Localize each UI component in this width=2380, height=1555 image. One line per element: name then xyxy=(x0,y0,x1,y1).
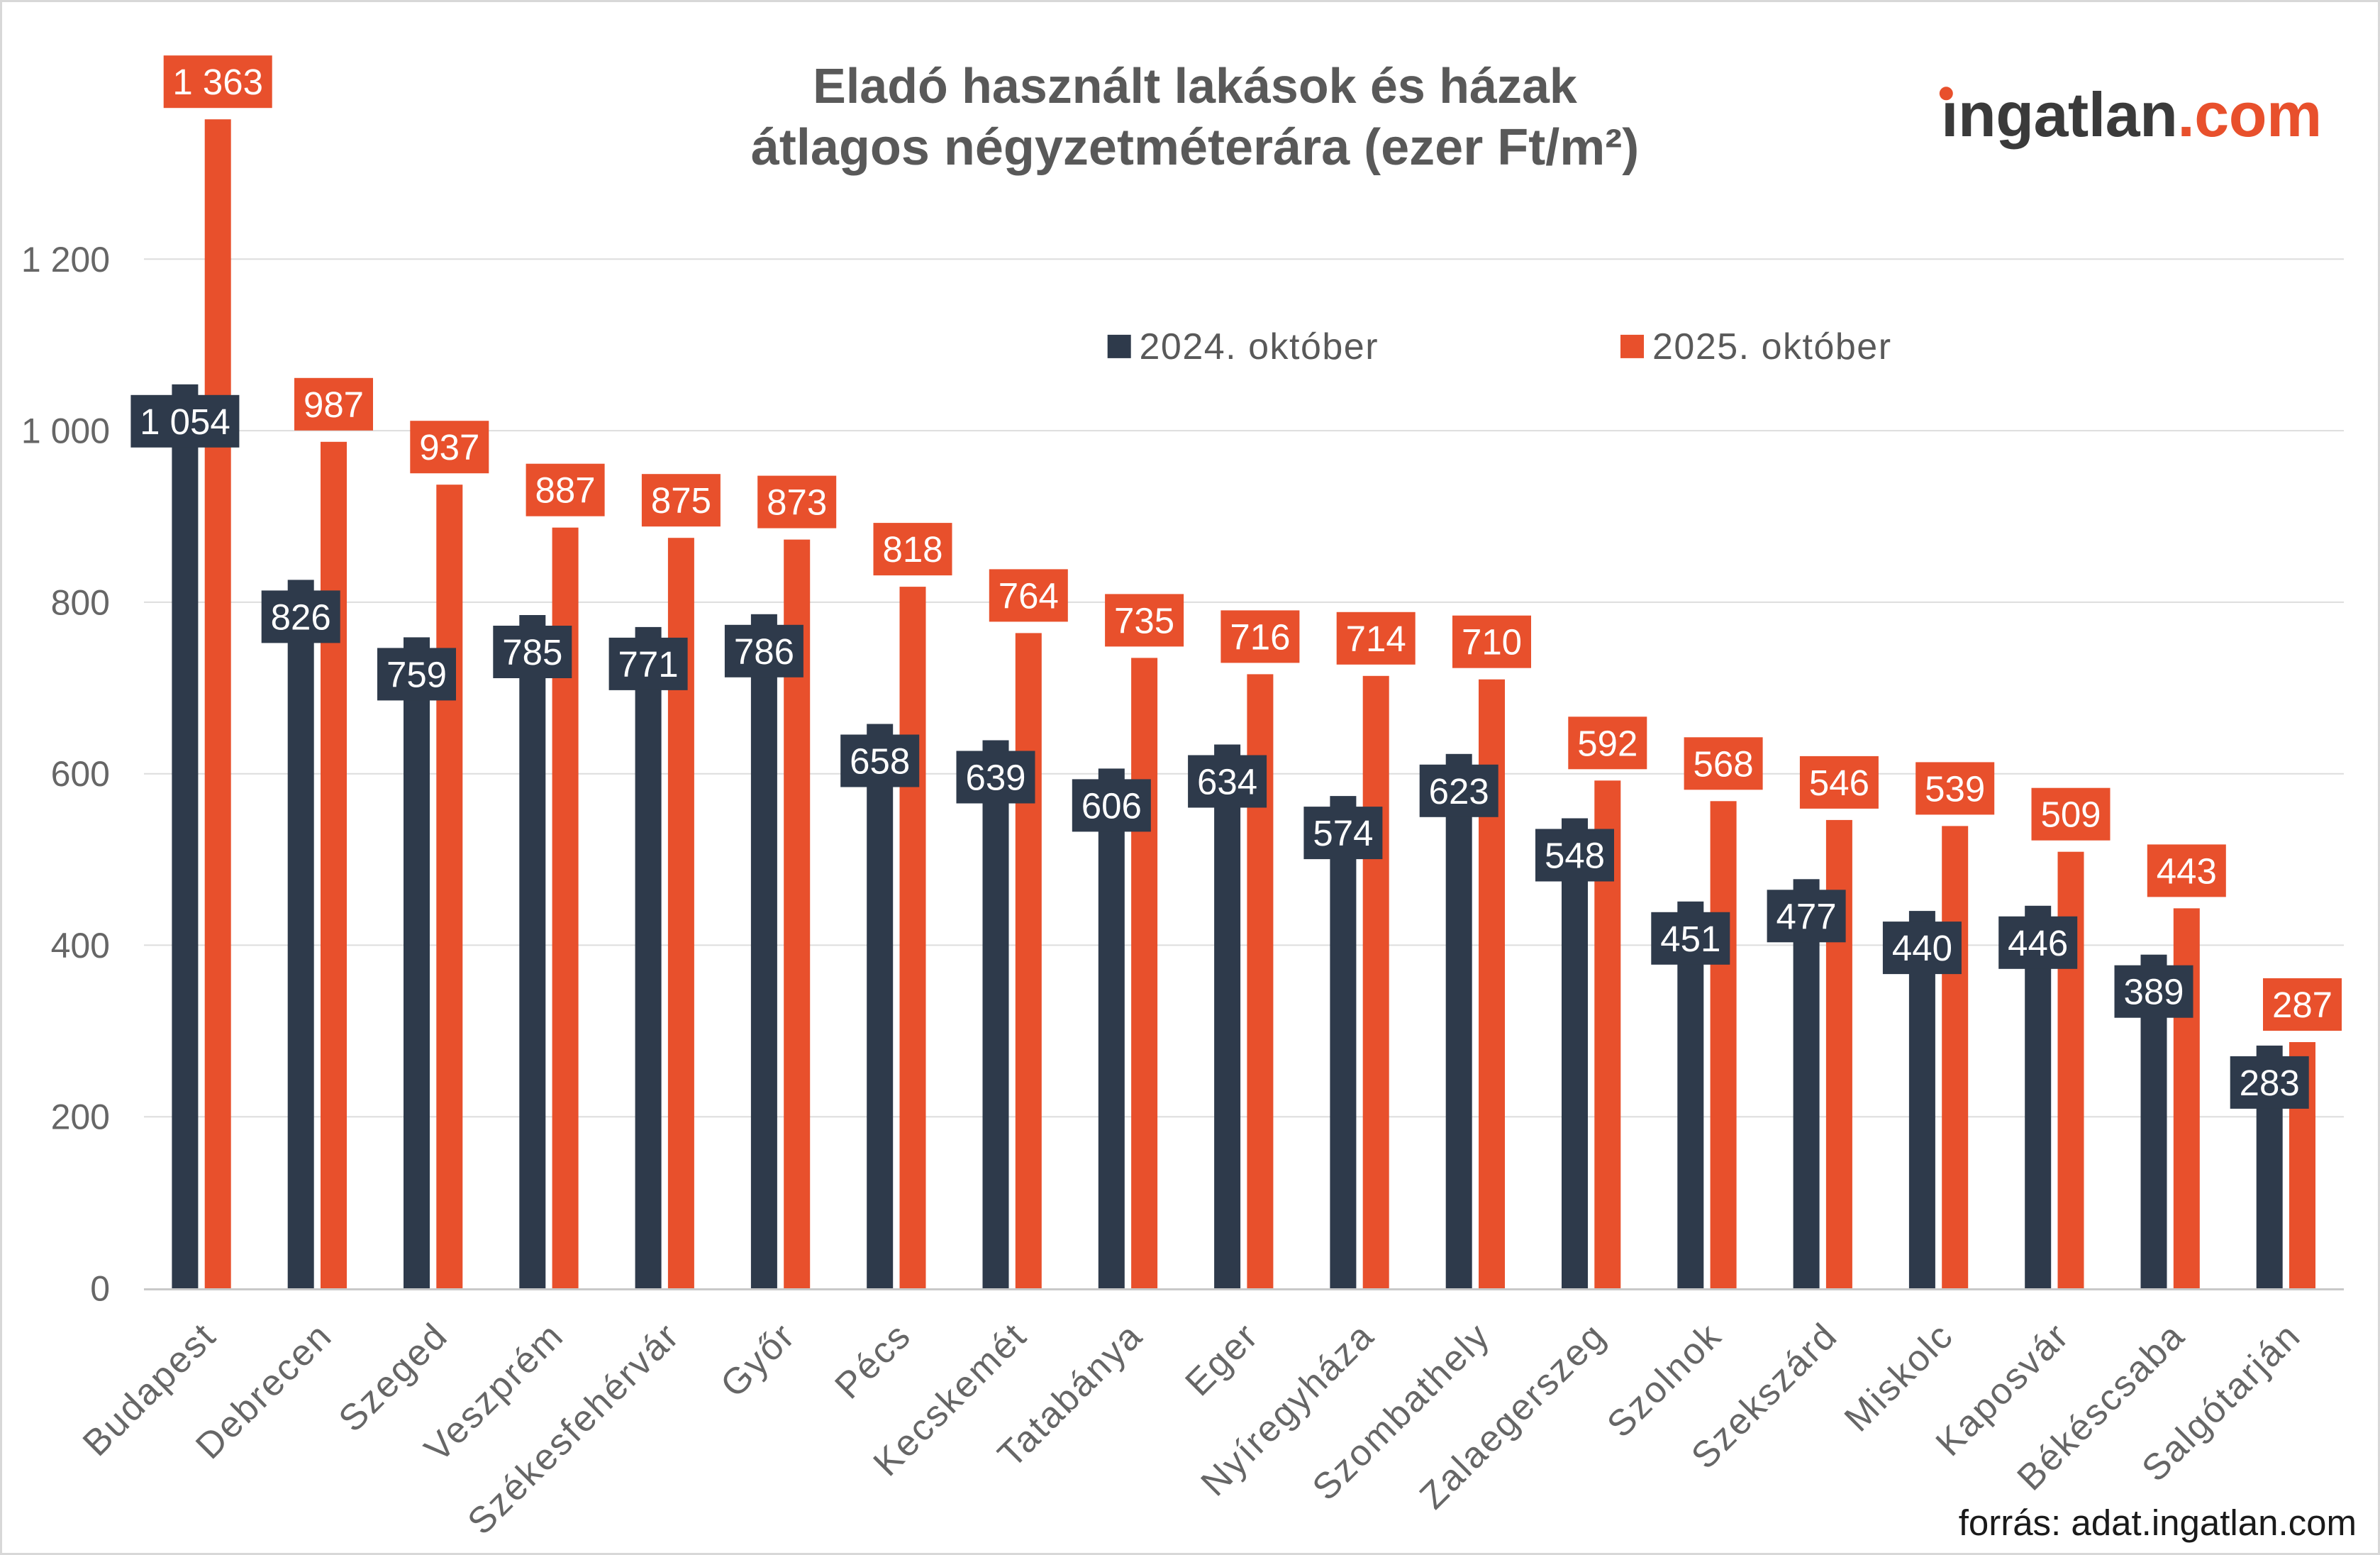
svg-text:ıngatlan.com: ıngatlan.com xyxy=(1941,79,2322,150)
svg-text:818: 818 xyxy=(882,529,942,570)
svg-text:987: 987 xyxy=(304,384,364,425)
svg-text:826: 826 xyxy=(271,597,331,637)
svg-text:átlagos négyzetméterára (ezer: átlagos négyzetméterára (ezer Ft/m²) xyxy=(751,119,1639,176)
svg-text:400: 400 xyxy=(51,926,110,965)
svg-text:606: 606 xyxy=(1081,785,1142,826)
svg-text:1 363: 1 363 xyxy=(172,62,263,102)
svg-text:716: 716 xyxy=(1230,616,1290,657)
svg-text:568: 568 xyxy=(1694,743,1754,784)
svg-text:634: 634 xyxy=(1197,762,1257,802)
svg-text:287: 287 xyxy=(2272,985,2332,1025)
svg-text:710: 710 xyxy=(1462,622,1522,663)
svg-text:873: 873 xyxy=(767,482,827,523)
svg-text:1 200: 1 200 xyxy=(21,240,110,280)
svg-text:800: 800 xyxy=(51,582,110,622)
svg-text:574: 574 xyxy=(1313,813,1373,853)
svg-text:735: 735 xyxy=(1114,600,1174,641)
svg-text:Eladó használt lakások és háza: Eladó használt lakások és házak xyxy=(813,58,1577,114)
svg-text:714: 714 xyxy=(1346,619,1406,659)
svg-text:887: 887 xyxy=(535,470,596,511)
svg-text:600: 600 xyxy=(51,754,110,794)
svg-text:764: 764 xyxy=(999,575,1059,616)
svg-text:548: 548 xyxy=(1545,836,1605,876)
svg-text:1 000: 1 000 xyxy=(21,411,110,451)
svg-text:forrás: adat.ingatlan.com: forrás: adat.ingatlan.com xyxy=(1959,1503,2357,1543)
svg-text:283: 283 xyxy=(2240,1063,2300,1103)
svg-text:875: 875 xyxy=(651,480,711,521)
svg-text:0: 0 xyxy=(90,1269,110,1309)
svg-text:639: 639 xyxy=(965,758,1025,798)
svg-text:200: 200 xyxy=(51,1097,110,1137)
svg-text:440: 440 xyxy=(1892,928,1952,968)
svg-text:443: 443 xyxy=(2157,851,2217,891)
svg-text:771: 771 xyxy=(618,644,679,685)
svg-text:759: 759 xyxy=(387,654,447,695)
svg-text:592: 592 xyxy=(1577,723,1637,763)
svg-text:2024. október: 2024. október xyxy=(1140,326,1379,367)
svg-text:658: 658 xyxy=(850,741,910,782)
svg-text:1 054: 1 054 xyxy=(140,402,230,442)
svg-text:451: 451 xyxy=(1660,919,1720,959)
svg-text:2025. október: 2025. október xyxy=(1652,326,1892,367)
svg-text:623: 623 xyxy=(1429,771,1489,812)
svg-text:785: 785 xyxy=(502,632,562,673)
svg-text:389: 389 xyxy=(2123,972,2184,1012)
svg-text:539: 539 xyxy=(1925,768,1985,809)
svg-text:786: 786 xyxy=(734,631,794,672)
svg-text:937: 937 xyxy=(419,427,479,467)
svg-text:446: 446 xyxy=(2008,923,2068,963)
svg-text:477: 477 xyxy=(1776,896,1837,936)
svg-text:509: 509 xyxy=(2040,795,2101,835)
svg-text:546: 546 xyxy=(1809,763,1869,803)
